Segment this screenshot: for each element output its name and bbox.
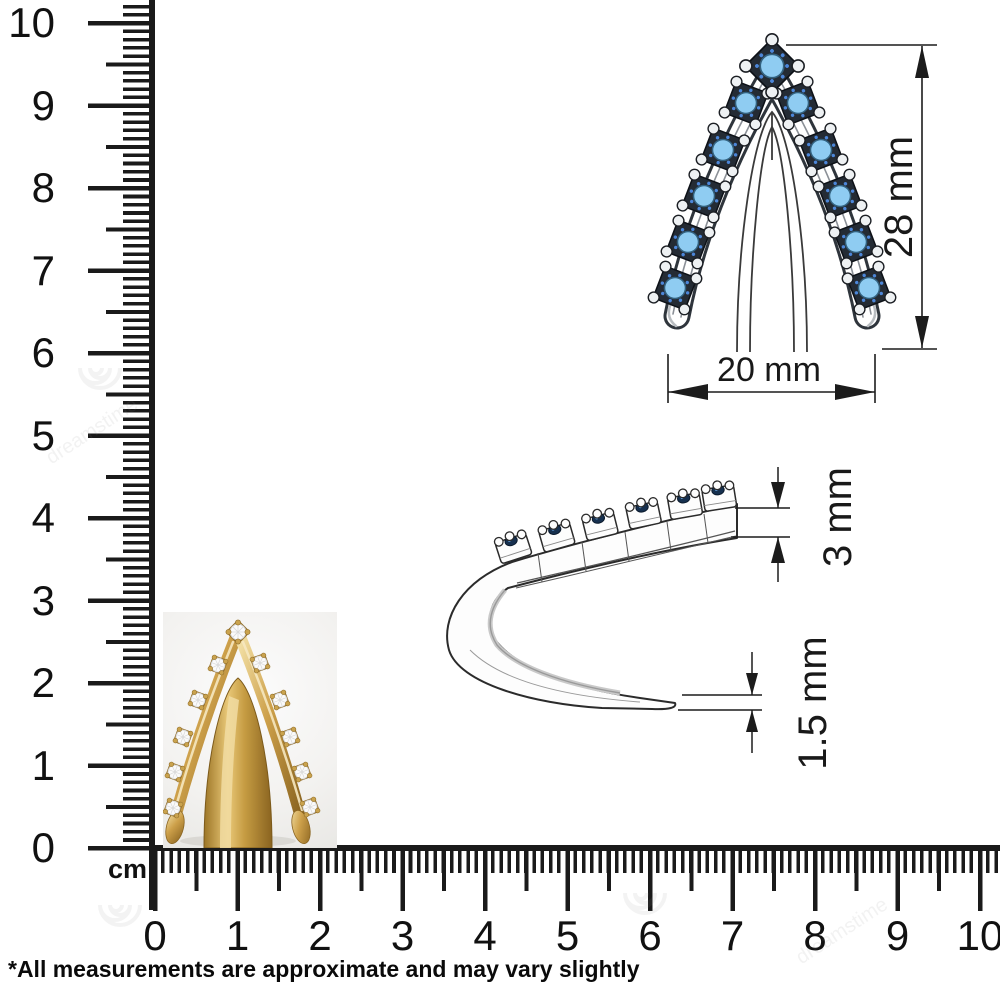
ruler-label: 7 <box>31 246 55 294</box>
ring-photo <box>163 612 337 848</box>
dimension-3mm-lines <box>731 467 790 582</box>
ruler-label: 0 <box>143 912 167 959</box>
ruler-label: 0 <box>31 824 55 871</box>
ruler-label: 6 <box>31 329 55 376</box>
ruler-label: 3 <box>31 576 55 624</box>
ruler-label: 8 <box>803 912 827 959</box>
ruler-unit-label: cm <box>108 854 148 884</box>
ruler-label: 5 <box>555 912 580 959</box>
ring-side-view-drawing <box>446 467 790 753</box>
ruler-label: 9 <box>885 912 910 959</box>
ruler-label: 1 <box>31 741 55 789</box>
disclaimer-caption: *All measurements are approximate and ma… <box>8 956 640 982</box>
ruler-label: 10 <box>8 0 55 46</box>
ruler-label: 3 <box>390 912 415 959</box>
ruler-label: 8 <box>31 164 55 211</box>
ruler-label: 9 <box>31 81 55 129</box>
ruler-label: 1 <box>225 912 250 959</box>
ring-photo-render <box>163 618 322 848</box>
vertical-ruler-mm-ticks <box>123 4 150 849</box>
ruler-label: 10 <box>956 912 1000 959</box>
dimension-label-depth: 3 mm <box>816 467 860 567</box>
horizontal-ruler-mm-ticks <box>153 851 1000 873</box>
ruler-label: 2 <box>308 912 332 959</box>
dimension-28mm-lines <box>786 44 937 350</box>
horizontal-ruler-edge <box>149 845 1000 851</box>
ring-front-view-drawing <box>645 30 937 403</box>
ruler-label: 5 <box>31 411 55 459</box>
ruler-label: 2 <box>31 659 55 706</box>
dimension-1-5mm-lines <box>678 652 762 753</box>
dimension-label-height: 28 mm <box>877 135 921 259</box>
vertical-ruler-edge <box>149 0 155 910</box>
ruler-label: 4 <box>473 912 497 959</box>
dimension-20mm-lines <box>667 354 876 403</box>
ruler-label: 6 <box>638 912 662 959</box>
dimension-label-width: 20 mm <box>717 351 821 389</box>
ruler-label: 7 <box>720 912 745 959</box>
dimension-label-thickness: 1.5 mm <box>791 636 835 770</box>
ruler-label: 4 <box>31 494 55 541</box>
